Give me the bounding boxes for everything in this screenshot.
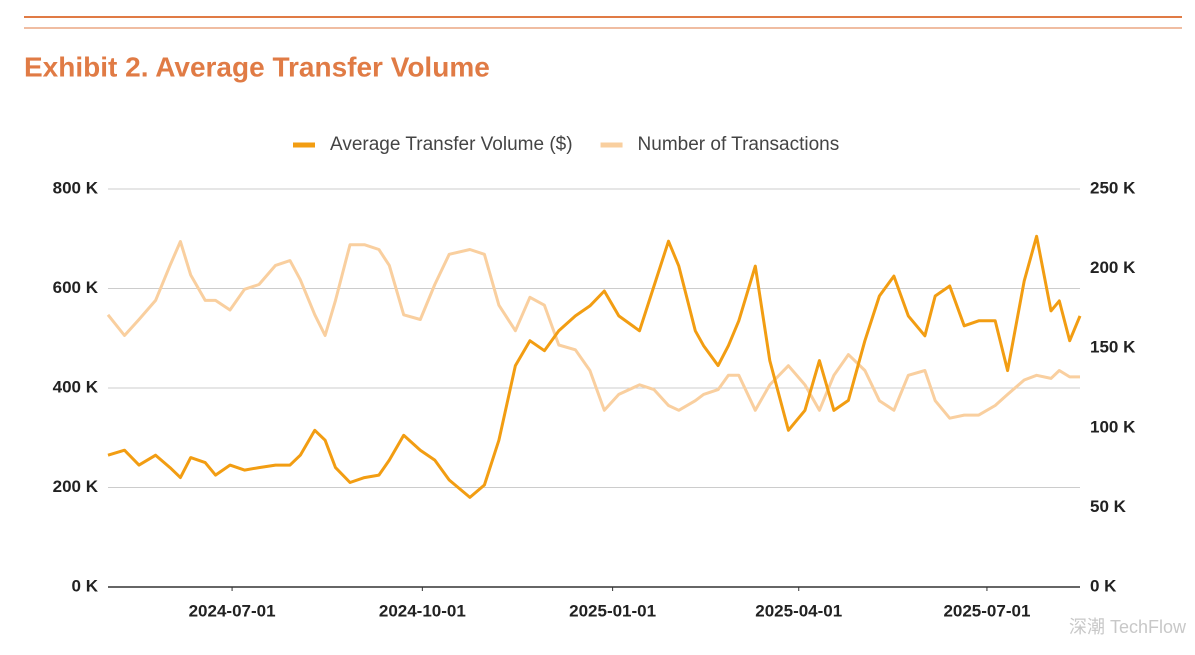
chart-title: Exhibit 2. Average Transfer Volume — [24, 51, 490, 82]
legend-label: Average Transfer Volume ($) — [330, 134, 573, 155]
watermark: 深潮 TechFlow — [1069, 617, 1187, 637]
legend-label: Number of Transactions — [638, 134, 840, 155]
y-tick-label: 600 K — [53, 278, 99, 297]
y2-tick-label: 50 K — [1090, 497, 1127, 516]
x-tick-label: 2024-07-01 — [189, 601, 276, 620]
y-tick-label: 0 K — [72, 576, 99, 595]
series-line — [106, 240, 1080, 420]
x-tick-label: 2025-07-01 — [943, 601, 1030, 620]
series-line — [107, 234, 1082, 499]
y2-tick-label: 150 K — [1090, 338, 1136, 357]
y-tick-label: 400 K — [53, 377, 99, 396]
y2-tick-label: 200 K — [1090, 258, 1136, 277]
x-tick-label: 2025-01-01 — [569, 601, 656, 620]
y2-tick-label: 0 K — [1090, 576, 1117, 595]
y-tick-label: 200 K — [53, 477, 99, 496]
y2-tick-label: 250 K — [1090, 178, 1136, 197]
y-tick-label: 800 K — [53, 178, 99, 197]
y2-tick-label: 100 K — [1090, 417, 1136, 436]
x-tick-label: 2025-04-01 — [755, 601, 842, 620]
x-tick-label: 2024-10-01 — [379, 601, 466, 620]
